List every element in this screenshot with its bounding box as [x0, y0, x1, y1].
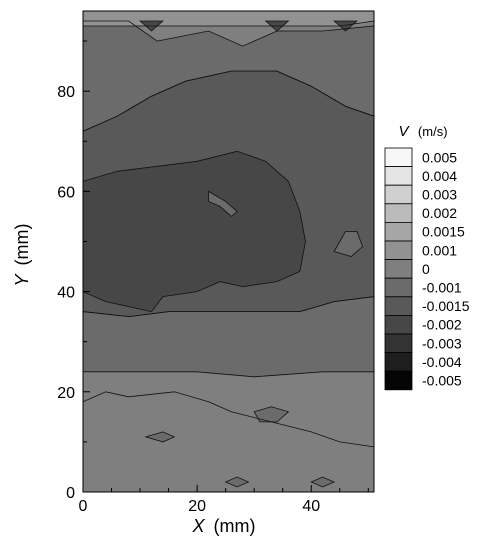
y-axis-title: Y (mm) — [12, 223, 32, 286]
contour-region-9 — [145, 431, 175, 442]
contour-line-13 — [333, 20, 358, 32]
contour-region-5 — [208, 191, 238, 217]
legend-swatch-12 — [384, 370, 413, 391]
legend-label-11: -0.004 — [422, 354, 462, 370]
contour-region-8 — [254, 406, 289, 422]
y-tick-label-20: 20 — [57, 385, 75, 402]
contour-line-5 — [208, 190, 238, 217]
legend-label-12: -0.005 — [422, 373, 462, 389]
legend-swatch-0 — [384, 147, 413, 168]
legend-label-5: 0.001 — [422, 242, 457, 258]
y-tick-label-60: 60 — [57, 184, 75, 201]
legend: V (m/s) 0.0050.0040.0030.0020.00150.0010… — [384, 123, 470, 391]
legend-swatch-9 — [384, 314, 413, 335]
contour-field — [83, 11, 374, 492]
legend-label-10: -0.003 — [422, 335, 462, 351]
legend-title: V (m/s) — [398, 123, 447, 140]
legend-swatch-6 — [384, 259, 413, 279]
legend-swatches: 0.005 0.004 0.003 0.002 0.0015 0.001 0 -0.001 -0… — [384, 147, 470, 391]
contour-region-6 — [334, 231, 363, 257]
legend-label-7: -0.001 — [422, 280, 462, 296]
legend-label-6: 0 — [422, 261, 430, 277]
legend-title-unit: (m/s) — [418, 124, 448, 139]
contour-region-1 — [83, 21, 374, 132]
contour-line-11 — [139, 20, 164, 32]
x-axis-title: X (mm) — [191, 516, 255, 536]
contour-region-13 — [334, 21, 357, 31]
legend-label-9: -0.002 — [422, 317, 462, 333]
legend-swatch-10 — [384, 333, 413, 354]
legend-label-4: 0.0015 — [422, 224, 465, 240]
y-tick-label-0: 0 — [66, 485, 75, 502]
x-tick-label-40: 40 — [302, 498, 320, 515]
contour-line-4 — [82, 150, 306, 313]
contour-region-2 — [83, 296, 374, 377]
legend-swatch-8 — [384, 296, 413, 316]
legend-swatch-1 — [384, 166, 413, 186]
y-axis-unit: (mm) — [12, 223, 32, 265]
legend-swatch-3 — [384, 203, 413, 223]
contour-region-7 — [83, 391, 374, 492]
contour-line-6 — [333, 231, 364, 257]
x-tick-label-20: 20 — [188, 498, 206, 515]
legend-swatch-7 — [384, 277, 413, 298]
contour-line-9 — [144, 431, 176, 443]
plot-frame — [82, 10, 375, 493]
contour-region-4 — [83, 151, 306, 312]
contour-line-14 — [310, 476, 336, 488]
legend-title-var: V — [398, 123, 410, 140]
y-tick-label-40: 40 — [57, 285, 75, 302]
legend-swatch-2 — [384, 184, 413, 205]
legend-label-0: 0.005 — [422, 149, 457, 165]
legend-swatch-4 — [384, 221, 413, 242]
legend-swatch-11 — [384, 352, 413, 372]
legend-swatch-5 — [384, 240, 413, 261]
x-axis-var: X — [191, 516, 205, 536]
contour-line-8 — [253, 406, 290, 423]
x-tick-label-0: 0 — [79, 498, 88, 515]
contour-line-12 — [264, 20, 290, 32]
x-axis-unit: (mm) — [214, 516, 256, 536]
y-axis-var: Y — [12, 273, 32, 287]
y-tick-label-80: 80 — [57, 84, 75, 101]
y-axis: 0 20 40 60 80 — [57, 40, 90, 502]
legend-label-8: -0.0015 — [422, 298, 470, 314]
legend-label-1: 0.004 — [422, 168, 457, 184]
contour-region-10 — [83, 11, 374, 26]
legend-label-2: 0.003 — [422, 187, 457, 203]
contour-line-15 — [224, 476, 250, 488]
x-axis: 0 20 40 — [79, 485, 369, 515]
legend-label-3: 0.002 — [422, 205, 457, 221]
